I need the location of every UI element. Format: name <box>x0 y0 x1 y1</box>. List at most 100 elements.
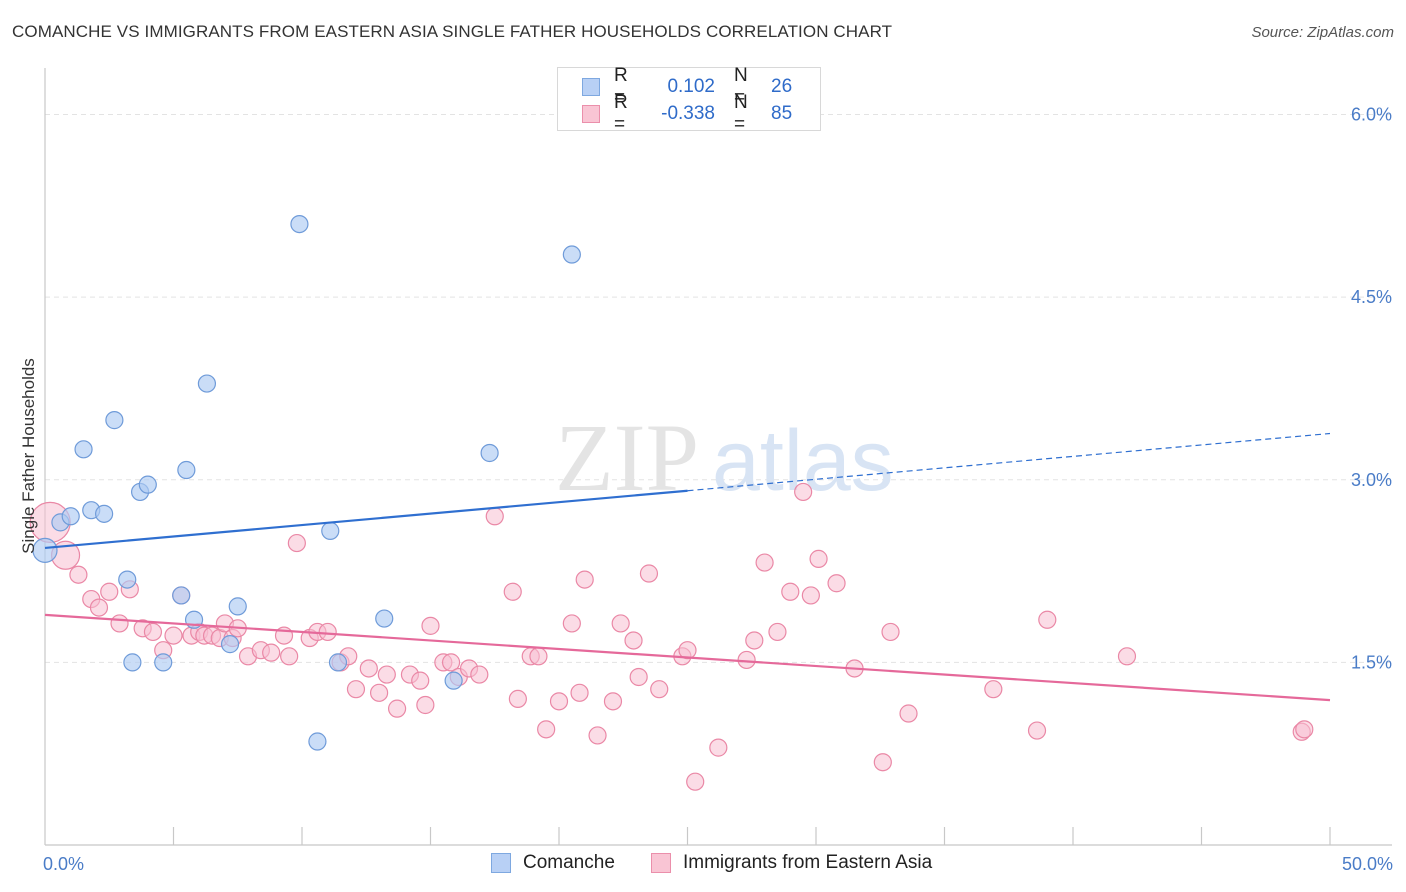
trend-line-comanche <box>44 489 688 550</box>
point-immigrants <box>89 598 109 617</box>
point-immigrants <box>755 553 774 572</box>
point-immigrants <box>624 631 643 650</box>
y-tick-label: 6.0% <box>1351 105 1392 125</box>
point-immigrants <box>346 680 366 699</box>
point-comanche <box>61 507 80 526</box>
point-comanche <box>197 374 217 393</box>
legend-r-label: R = <box>614 92 628 135</box>
legend-swatch-immigrants <box>651 853 671 873</box>
point-immigrants <box>387 699 407 718</box>
point-immigrants <box>745 631 764 650</box>
point-comanche <box>328 653 348 672</box>
y-axis-label: Single Father Households <box>19 358 38 554</box>
point-immigrants <box>1027 721 1047 740</box>
point-immigrants <box>801 586 820 605</box>
point-immigrants <box>881 622 900 642</box>
point-comanche <box>105 411 124 430</box>
point-immigrants <box>781 582 800 601</box>
point-comanche <box>177 460 196 480</box>
legend-n-label: N = <box>734 92 748 135</box>
point-immigrants <box>562 614 581 633</box>
point-immigrants <box>1117 647 1137 666</box>
point-immigrants <box>537 720 556 739</box>
point-comanche <box>172 586 191 605</box>
point-comanche <box>290 214 309 234</box>
point-immigrants <box>570 683 589 702</box>
legend-r-label: R = <box>614 65 628 108</box>
point-immigrants <box>686 772 705 791</box>
watermark: ZIP atlas <box>555 404 894 511</box>
point-immigrants <box>794 482 813 502</box>
point-immigrants <box>508 689 527 709</box>
point-immigrants <box>377 665 396 684</box>
point-comanche <box>138 475 157 494</box>
point-immigrants <box>110 614 129 633</box>
axes <box>44 68 1392 846</box>
point-comanche <box>74 440 93 459</box>
point-comanche <box>444 671 463 690</box>
point-immigrants <box>262 643 281 662</box>
point-immigrants <box>529 647 548 666</box>
point-comanche <box>480 443 499 463</box>
point-comanche <box>228 597 247 616</box>
point-immigrants <box>318 622 337 642</box>
point-immigrants <box>678 641 697 660</box>
point-immigrants <box>370 683 389 702</box>
point-immigrants <box>470 665 489 684</box>
trend-lines <box>44 432 1331 702</box>
x-tick-label: 0.0% <box>43 854 84 874</box>
point-immigrants <box>69 565 88 584</box>
point-comanche <box>220 635 240 654</box>
point-immigrants <box>549 692 569 711</box>
point-comanche <box>308 732 327 751</box>
watermark-zip: ZIP <box>555 404 699 511</box>
tick-labels: 1.5% 3.0% 4.5% 6.0% 0.0% 50.0% <box>43 105 1393 874</box>
legend-n-label: N = <box>734 65 748 108</box>
point-immigrants <box>1038 610 1057 629</box>
legend-item-comanche[interactable]: Comanche <box>491 852 615 874</box>
point-immigrants <box>650 680 669 699</box>
point-immigrants <box>984 680 1003 699</box>
point-comanche <box>118 570 137 589</box>
legend-r-value: 0.102 <box>667 76 715 97</box>
y-tick-label: 4.5% <box>1351 287 1392 307</box>
point-immigrants <box>421 616 440 635</box>
point-comanche <box>321 521 340 540</box>
legend-item-immigrants[interactable]: Immigrants from Eastern Asia <box>651 852 932 874</box>
point-immigrants <box>629 667 648 687</box>
trend-line-comanche-extension <box>687 432 1331 492</box>
legend-r-value: -0.338 <box>661 103 715 124</box>
point-immigrants <box>575 570 594 589</box>
point-comanche <box>95 504 114 523</box>
point-immigrants <box>280 647 299 666</box>
series-comanche-points <box>32 214 581 751</box>
point-immigrants <box>503 582 522 601</box>
legend-label-comanche: Comanche <box>523 852 615 873</box>
legend-label-immigrants: Immigrants from Eastern Asia <box>683 852 933 873</box>
x-tick-label: 50.0% <box>1342 854 1393 874</box>
point-immigrants <box>164 626 183 645</box>
point-immigrants <box>611 614 630 633</box>
point-comanche <box>123 653 142 672</box>
point-comanche <box>154 653 173 672</box>
point-immigrants <box>899 704 918 723</box>
series-legend: Comanche Immigrants from Eastern Asia <box>0 852 1406 878</box>
point-immigrants <box>827 574 846 593</box>
stats-legend: R = 0.102 N = 26 R = -0.338 N = 85 <box>557 65 821 135</box>
point-immigrants <box>709 738 728 757</box>
series-immigrants-points <box>29 482 1314 791</box>
point-immigrants <box>485 507 504 526</box>
legend-swatch-comanche <box>491 853 511 873</box>
point-immigrants <box>588 726 607 745</box>
point-immigrants <box>416 695 435 715</box>
point-immigrants <box>411 671 430 690</box>
point-comanche <box>375 609 394 628</box>
legend-n-value: 26 <box>771 76 793 97</box>
point-comanche <box>562 245 581 264</box>
legend-swatch-comanche <box>582 78 600 96</box>
legend-n-value: 85 <box>771 103 793 124</box>
point-immigrants <box>441 653 461 672</box>
legend-swatch-immigrants <box>582 105 600 123</box>
point-immigrants <box>603 692 623 711</box>
y-tick-label: 1.5% <box>1351 652 1392 672</box>
